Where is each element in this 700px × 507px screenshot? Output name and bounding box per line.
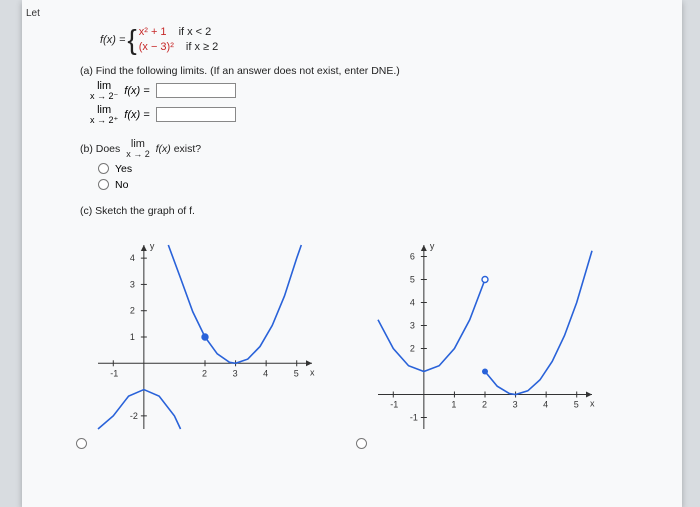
graph-b-radio[interactable] xyxy=(356,438,367,449)
radio-yes-label: Yes xyxy=(115,163,132,175)
piece1-expr: x² + 1 xyxy=(139,25,167,40)
part-b-prompt: (b) Does lim x → 2 f(x) exist? xyxy=(80,139,664,159)
lim2-fx: f(x) = xyxy=(124,109,149,121)
limit-2-row: lim x → 2⁺ f(x) = xyxy=(90,105,664,125)
piece1-cond: if x < 2 xyxy=(179,25,212,40)
svg-text:4: 4 xyxy=(543,399,548,409)
svg-text:-2: -2 xyxy=(130,411,138,421)
svg-text:x: x xyxy=(310,367,315,377)
svg-text:3: 3 xyxy=(513,399,518,409)
radio-no[interactable] xyxy=(98,179,109,190)
graph-b: y x -1 1 2 3 4 5 -1 2 3 4 5 6 xyxy=(360,227,610,447)
svg-text:4: 4 xyxy=(130,253,135,263)
graph-a-wrap[interactable]: y x -1 2 3 4 5 -2 1 2 3 4 xyxy=(80,227,330,447)
lim1-bot: x → 2⁻ xyxy=(90,92,118,101)
svg-text:1: 1 xyxy=(130,332,135,342)
let-keyword: Let xyxy=(26,8,664,19)
piece2-expr: (x − 3)² xyxy=(139,40,174,55)
graph-b-wrap[interactable]: y x -1 1 2 3 4 5 -1 2 3 4 5 6 xyxy=(360,227,610,447)
limit-1-row: lim x → 2⁻ f(x) = xyxy=(90,81,664,101)
svg-text:4: 4 xyxy=(263,368,268,378)
svg-text:3: 3 xyxy=(130,279,135,289)
partb-post: exist? xyxy=(174,142,201,154)
svg-text:y: y xyxy=(430,241,435,251)
svg-text:3: 3 xyxy=(233,368,238,378)
svg-text:5: 5 xyxy=(574,399,579,409)
svg-text:3: 3 xyxy=(410,320,415,330)
svg-text:5: 5 xyxy=(294,368,299,378)
radio-no-row[interactable]: No xyxy=(98,179,664,191)
svg-text:2: 2 xyxy=(482,399,487,409)
part-a-prompt: (a) Find the following limits. (If an an… xyxy=(80,65,664,77)
fn-lhs: f(x) = xyxy=(100,34,125,46)
svg-text:1: 1 xyxy=(451,399,456,409)
limb-bot: x → 2 xyxy=(126,150,150,159)
graph-choices: y x -1 2 3 4 5 -2 1 2 3 4 y x -1 1 2 3 4 5 -1 2 3 4 5 6 xyxy=(80,227,664,447)
svg-text:2: 2 xyxy=(410,343,415,353)
part-c-prompt: (c) Sketch the graph of f. xyxy=(80,205,664,217)
graph-a: y x -1 2 3 4 5 -2 1 2 3 4 xyxy=(80,227,330,447)
svg-text:-1: -1 xyxy=(390,399,398,409)
graph-a-radio[interactable] xyxy=(76,438,87,449)
svg-text:6: 6 xyxy=(410,251,415,261)
svg-text:-1: -1 xyxy=(410,412,418,422)
worksheet-page: Let f(x) = { x² + 1 if x < 2 (x − 3)² if… xyxy=(22,0,682,507)
function-definition: f(x) = { x² + 1 if x < 2 (x − 3)² if x ≥… xyxy=(100,25,664,55)
svg-text:x: x xyxy=(590,398,595,408)
piece2-cond: if x ≥ 2 xyxy=(186,40,218,55)
svg-text:5: 5 xyxy=(410,274,415,284)
radio-yes[interactable] xyxy=(98,163,109,174)
partb-fx: f(x) xyxy=(156,142,171,154)
svg-text:2: 2 xyxy=(202,368,207,378)
limit-2-input[interactable] xyxy=(156,107,236,122)
piecewise-body: x² + 1 if x < 2 (x − 3)² if x ≥ 2 xyxy=(139,25,218,55)
svg-text:y: y xyxy=(150,241,155,251)
radio-yes-row[interactable]: Yes xyxy=(98,163,664,175)
svg-text:2: 2 xyxy=(130,305,135,315)
lim2-bot: x → 2⁺ xyxy=(90,116,118,125)
limit-1-input[interactable] xyxy=(156,83,236,98)
svg-text:-1: -1 xyxy=(110,368,118,378)
piecewise-brace: { xyxy=(127,29,136,51)
radio-no-label: No xyxy=(115,179,128,191)
svg-text:4: 4 xyxy=(410,297,415,307)
partb-pre: (b) Does xyxy=(80,142,120,154)
lim1-fx: f(x) = xyxy=(124,85,149,97)
